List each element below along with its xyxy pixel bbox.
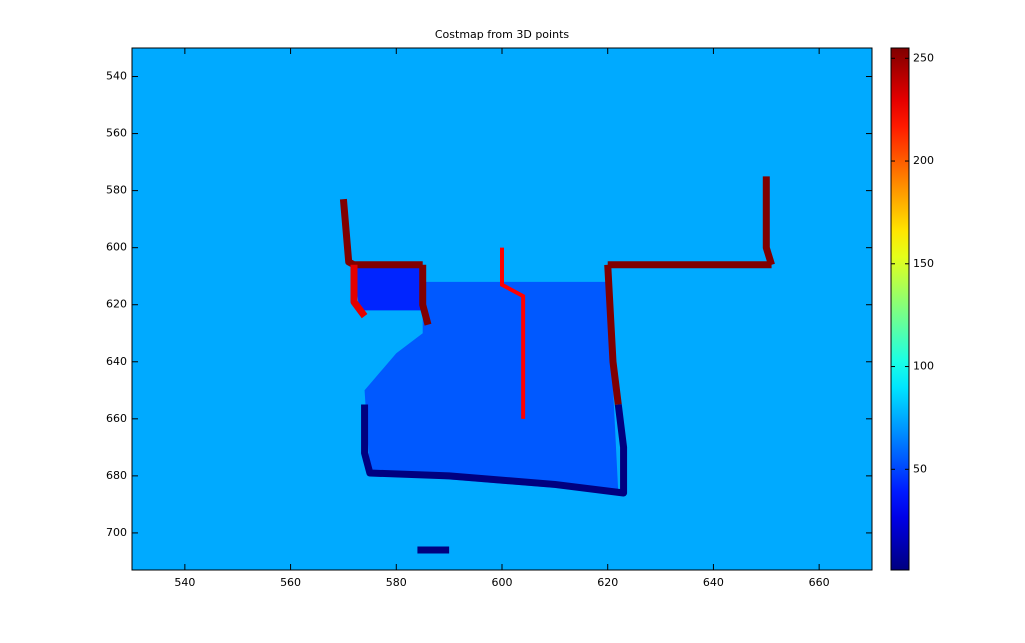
y-tick-label: 540	[106, 70, 127, 83]
y-tick-label: 560	[106, 127, 127, 140]
colorbar	[891, 48, 909, 570]
y-tick-label: 600	[106, 241, 127, 254]
x-tick-label: 580	[386, 576, 407, 589]
x-tick-label: 600	[492, 576, 513, 589]
colorbar-frame	[890, 47, 910, 571]
colorbar-tick-label: 150	[913, 257, 934, 270]
cost-wall	[339, 198, 423, 269]
y-tick-label: 700	[106, 526, 127, 539]
cost-wall	[762, 176, 775, 266]
x-tick-label: 620	[597, 576, 618, 589]
colorbar-tick-label: 100	[913, 360, 934, 373]
planned-path	[500, 247, 526, 419]
x-tick-label: 540	[174, 576, 195, 589]
y-tick-label: 640	[106, 355, 127, 368]
plot-area	[132, 48, 872, 570]
cost-wall	[350, 264, 368, 319]
cost-region	[364, 281, 619, 493]
colorbar-tick-label: 50	[913, 462, 927, 475]
cost-wall	[419, 264, 432, 326]
x-tick-label: 560	[280, 576, 301, 589]
y-tick-label: 580	[106, 184, 127, 197]
cost-wall	[604, 264, 622, 405]
chart-title: Costmap from 3D points	[435, 28, 570, 41]
x-tick-label: 640	[703, 576, 724, 589]
cost-region	[354, 267, 423, 311]
y-tick-label: 620	[106, 298, 127, 311]
y-tick-label: 680	[106, 469, 127, 482]
cost-wall	[361, 404, 628, 497]
colorbar-tick-label: 250	[913, 51, 934, 64]
colorbar-tick-label: 200	[913, 154, 934, 167]
x-tick-label: 660	[809, 576, 830, 589]
y-tick-label: 660	[106, 412, 127, 425]
